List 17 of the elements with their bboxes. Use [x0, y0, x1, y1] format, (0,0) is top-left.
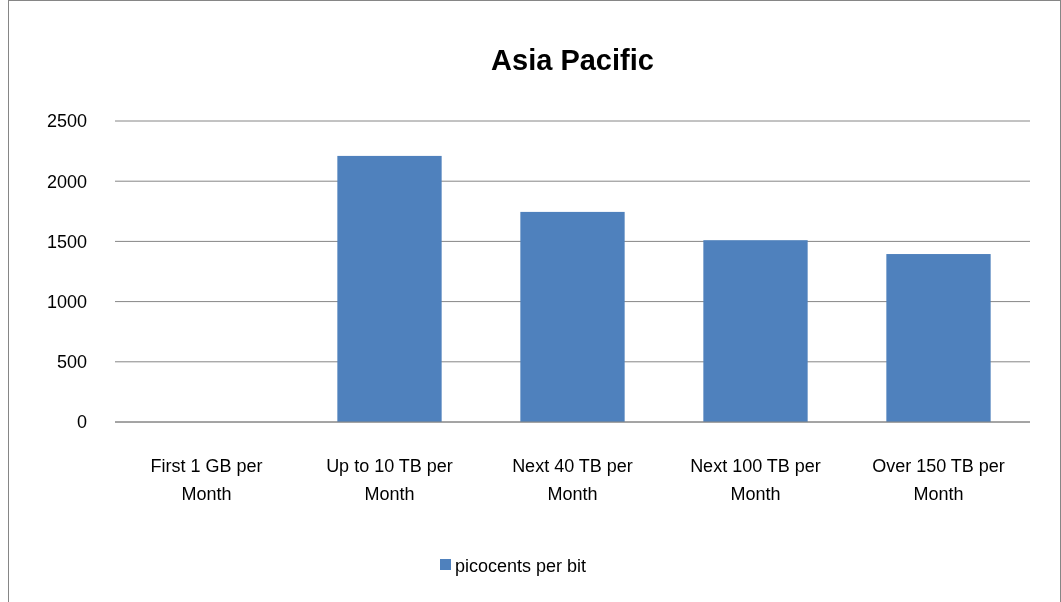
x-tick-label: Next 40 TB per Month	[512, 456, 633, 504]
x-tick-label: First 1 GB per Month	[150, 456, 263, 504]
x-tick-label: Next 100 TB per Month	[690, 456, 821, 504]
y-tick-label: 2000	[46, 171, 87, 192]
y-tick-label: 1000	[46, 291, 87, 312]
chart-title: Asia Pacific	[491, 44, 654, 76]
y-tick-label: 500	[56, 352, 87, 373]
y-tick-label: 1500	[46, 231, 87, 252]
bar	[520, 211, 625, 422]
y-tick-label: 0	[76, 412, 87, 433]
bar	[886, 254, 991, 422]
x-tick-label: Up to 10 TB per Month	[326, 456, 453, 504]
bar	[703, 240, 808, 422]
y-tick-label: 2500	[46, 111, 87, 132]
legend-label: picocents per bit	[455, 556, 587, 577]
bar	[337, 155, 442, 422]
x-tick-label: Over 150 TB per Month	[872, 456, 1005, 504]
